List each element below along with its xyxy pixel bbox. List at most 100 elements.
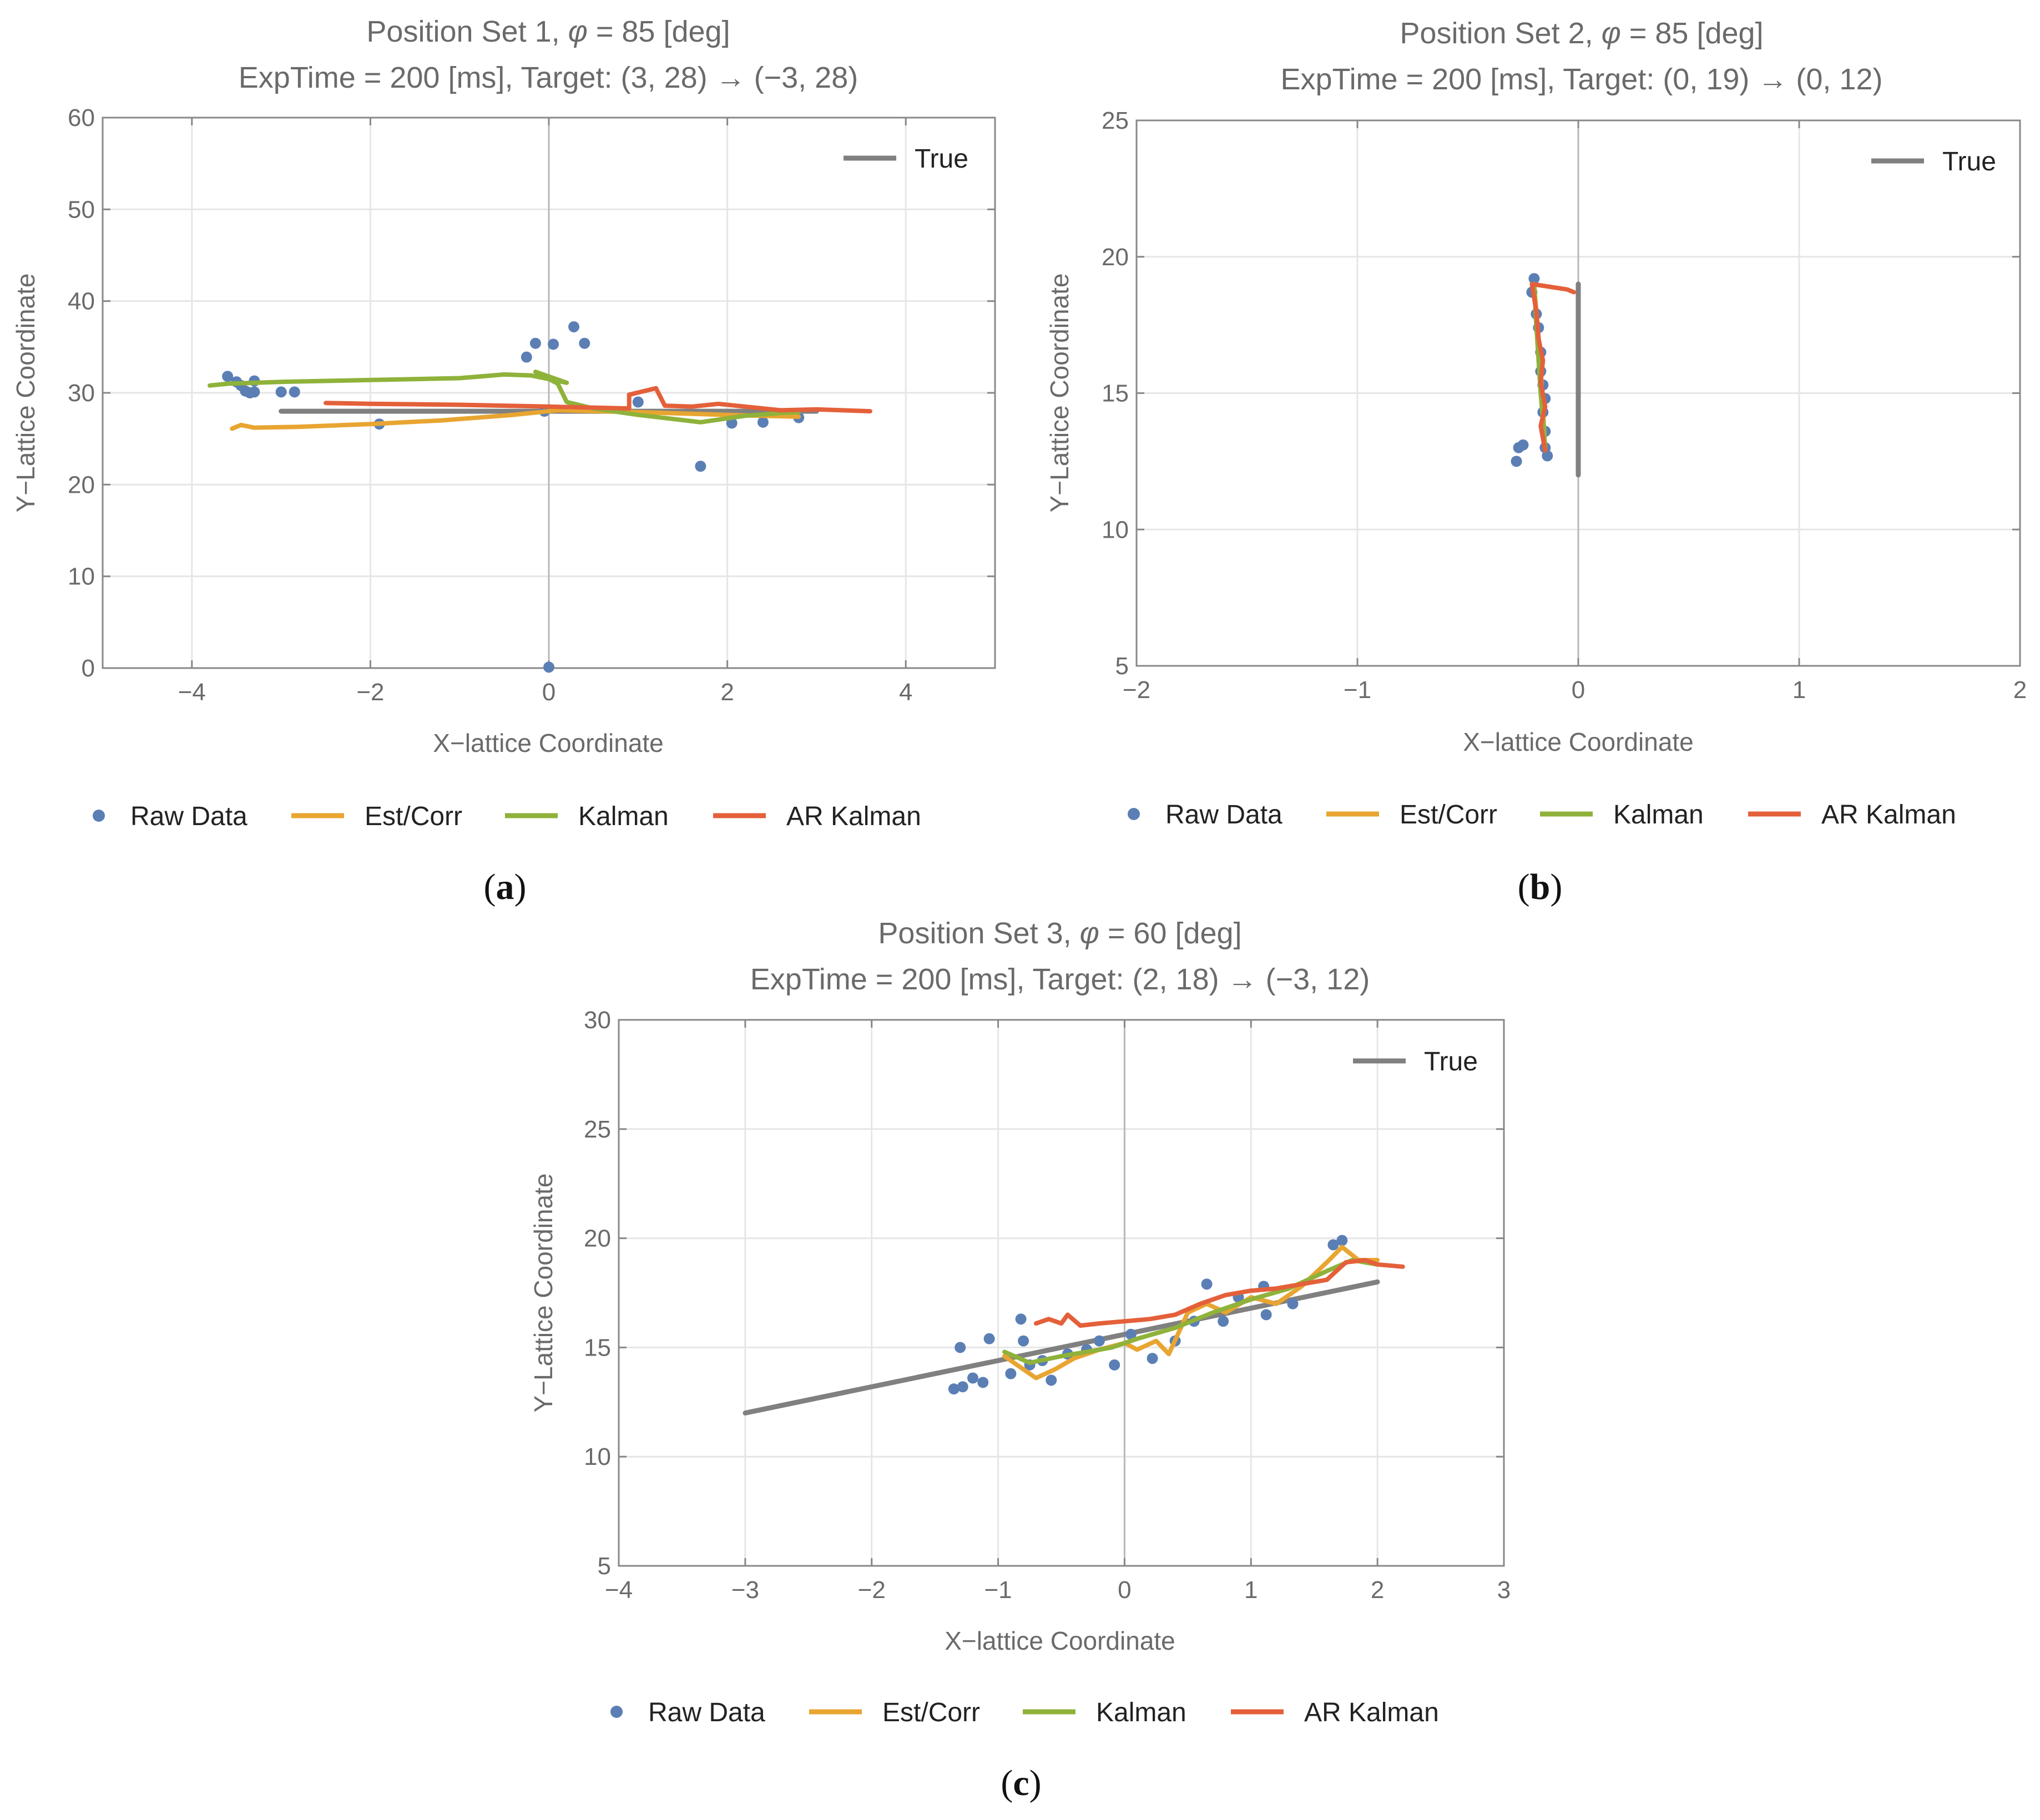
legend-label-raw-data: Raw Data bbox=[130, 802, 248, 831]
chart-title-line2: ExpTime = 200 [ms], Target: (0, 19) → (0… bbox=[1281, 63, 1883, 96]
y-tick-label: 50 bbox=[68, 196, 95, 223]
y-tick-label: 15 bbox=[1102, 380, 1129, 407]
legend-label-kalman: Kalman bbox=[578, 802, 669, 831]
x-tick-label: 0 bbox=[1118, 1576, 1131, 1604]
x-axis-label: X−lattice Coordinate bbox=[1463, 727, 1694, 756]
raw-data-point bbox=[1511, 456, 1522, 467]
raw-data-point bbox=[695, 461, 706, 472]
raw-data-point bbox=[632, 396, 644, 408]
x-axis-label: X−lattice Coordinate bbox=[945, 1626, 1175, 1655]
y-tick-label: 25 bbox=[1102, 107, 1129, 134]
x-tick-label: −1 bbox=[984, 1576, 1012, 1604]
raw-data-point bbox=[983, 1333, 995, 1344]
x-tick-label: 2 bbox=[2013, 676, 2027, 704]
legend-label-kalman: Kalman bbox=[1096, 1698, 1186, 1727]
y-tick-label: 25 bbox=[584, 1116, 611, 1143]
raw-data-point bbox=[1015, 1313, 1027, 1325]
inset-legend-label: True bbox=[1424, 1047, 1478, 1076]
y-axis-label: Y−Lattice Coordinate bbox=[1045, 274, 1074, 513]
series-line-est bbox=[1002, 1245, 1380, 1381]
panel-letter: a bbox=[496, 867, 514, 907]
raw-data-point bbox=[1218, 1316, 1229, 1327]
raw-data-point bbox=[957, 1381, 968, 1393]
y-tick-label: 15 bbox=[584, 1334, 611, 1361]
raw-data-point bbox=[1147, 1353, 1158, 1364]
series-line-ar bbox=[1033, 1258, 1405, 1328]
y-tick-label: 60 bbox=[68, 104, 95, 132]
y-tick-label: 20 bbox=[68, 471, 95, 498]
chart-title-line2: ExpTime = 200 [ms], Target: (2, 18) → (−… bbox=[750, 963, 1370, 996]
x-tick-label: 2 bbox=[1371, 1576, 1384, 1604]
inset-legend: True bbox=[844, 144, 968, 174]
raw-data-point bbox=[548, 338, 559, 350]
raw-data-point bbox=[1093, 1335, 1105, 1347]
raw-data-point bbox=[955, 1342, 966, 1353]
x-tick-label: −2 bbox=[356, 679, 384, 706]
raw-data-point bbox=[948, 1383, 960, 1395]
raw-data-point bbox=[222, 371, 234, 382]
raw-data-point bbox=[1327, 1239, 1339, 1251]
y-tick-label: 10 bbox=[68, 563, 95, 590]
y-tick-label: 5 bbox=[598, 1553, 611, 1580]
raw-data-point bbox=[1517, 439, 1529, 451]
y-tick-label: 30 bbox=[584, 1007, 611, 1034]
raw-data-point bbox=[967, 1372, 978, 1384]
chart-title-line1: Position Set 3, φ = 60 [deg] bbox=[878, 917, 1241, 950]
raw-data-point bbox=[275, 386, 287, 398]
y-tick-label: 20 bbox=[584, 1225, 611, 1252]
y-tick-label: 0 bbox=[82, 655, 95, 682]
raw-data-point bbox=[249, 386, 260, 398]
legend: Raw Data Est/Corr Kalman AR Kalman bbox=[93, 802, 921, 831]
chart-panel-c: Position Set 3, φ = 60 [deg] ExpTime = 2… bbox=[529, 917, 1511, 1803]
x-tick-label: 3 bbox=[1497, 1576, 1511, 1604]
legend: Raw Data Est/Corr Kalman AR Kalman bbox=[1128, 800, 1956, 830]
x-tick-label: 1 bbox=[1244, 1576, 1258, 1604]
legend-label-est-corr: Est/Corr bbox=[1400, 800, 1497, 830]
raw-data-point bbox=[289, 386, 300, 398]
series-line-ar bbox=[324, 386, 872, 414]
raw-data-point bbox=[726, 417, 738, 429]
y-axis-label: Y−Lattice Coordinate bbox=[11, 274, 40, 513]
raw-data-point bbox=[1528, 273, 1540, 285]
panel-label: (c) bbox=[1001, 1763, 1041, 1803]
raw-data-point bbox=[1260, 1309, 1272, 1321]
series-line-ar bbox=[1529, 281, 1576, 453]
x-tick-label: −4 bbox=[605, 1576, 633, 1604]
raw-data-point bbox=[1046, 1374, 1057, 1386]
plot-area bbox=[619, 1020, 1504, 1566]
y-tick-label: 30 bbox=[68, 380, 95, 407]
raw-data-point bbox=[568, 321, 580, 332]
x-tick-label: 0 bbox=[542, 679, 556, 706]
legend: Raw Data Est/Corr Kalman AR Kalman bbox=[610, 1698, 1439, 1727]
y-tick-label: 20 bbox=[1102, 244, 1129, 271]
inset-legend: True bbox=[1871, 147, 1996, 176]
x-tick-label: 4 bbox=[899, 679, 912, 706]
legend-swatch-raw-data bbox=[93, 810, 105, 822]
raw-data-point bbox=[1201, 1278, 1213, 1290]
x-tick-label: −4 bbox=[178, 679, 206, 706]
x-tick-label: 2 bbox=[720, 679, 734, 706]
plot-frame bbox=[618, 1019, 1505, 1567]
raw-data-point bbox=[1005, 1368, 1017, 1379]
legend-label-ar-kalman: AR Kalman bbox=[1304, 1698, 1439, 1727]
y-tick-label: 40 bbox=[68, 288, 95, 315]
panel-letter: b bbox=[1530, 867, 1551, 907]
legend-label-raw-data: Raw Data bbox=[1165, 800, 1282, 830]
raw-data-point bbox=[757, 416, 769, 428]
x-tick-label: 1 bbox=[1792, 676, 1806, 704]
panel-label: (a) bbox=[484, 867, 527, 907]
raw-data-point bbox=[977, 1377, 989, 1388]
legend-label-raw-data: Raw Data bbox=[648, 1698, 765, 1727]
raw-data-point bbox=[529, 337, 541, 349]
legend-label-est-corr: Est/Corr bbox=[365, 802, 462, 831]
x-tick-label: 0 bbox=[1572, 676, 1585, 704]
x-axis-label: X−lattice Coordinate bbox=[433, 729, 664, 757]
raw-data-point bbox=[1287, 1298, 1299, 1310]
inset-legend-label: True bbox=[1942, 147, 1996, 176]
raw-data-point bbox=[1542, 450, 1553, 462]
series-line-kalman bbox=[1002, 1258, 1380, 1365]
x-tick-label: −2 bbox=[858, 1576, 886, 1604]
raw-data-point bbox=[579, 337, 590, 349]
chart-title-line1: Position Set 2, φ = 85 [deg] bbox=[1400, 17, 1763, 50]
